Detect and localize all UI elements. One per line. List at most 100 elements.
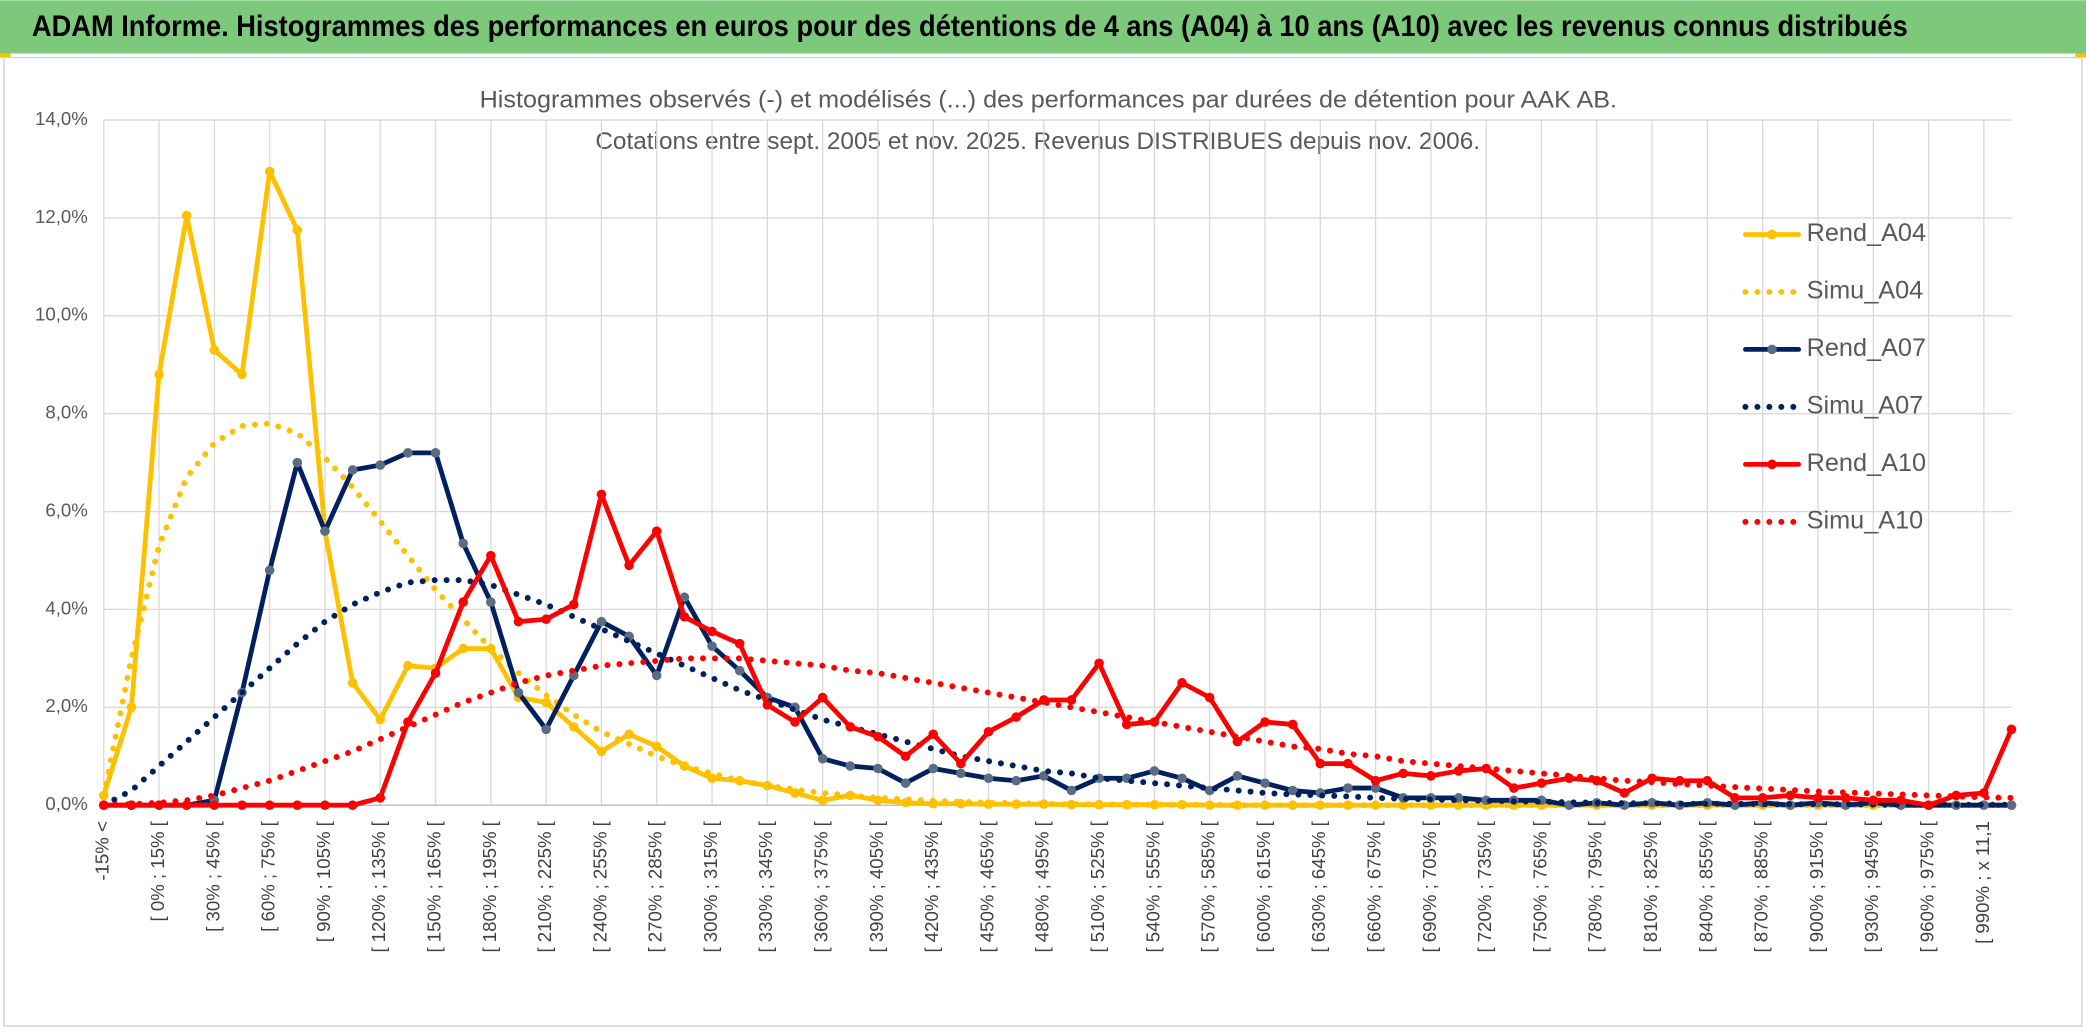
marker [734,638,745,649]
marker [1121,719,1132,730]
x-tick-label: [ 840% ; 855% [ [1695,820,1716,952]
marker [1094,658,1104,669]
observed-line [101,492,2014,808]
marker [1868,795,1879,806]
x-tick-label: [ 570% ; 585% [ [1198,820,1219,952]
marker [707,773,717,784]
marker [568,722,579,732]
marker [956,758,966,769]
marker [1426,771,1436,781]
marker [873,763,883,774]
y-tick-label: 2,0% [45,695,87,716]
marker [928,729,939,740]
legend-label: Simu_A04 [1807,277,1924,305]
y-tick-label: 0,0% [45,793,87,814]
marker [1177,678,1187,688]
x-tick-label: [ 90% ; 105% [ [313,820,334,942]
x-tick-label: [ 690% ; 705% [ [1419,820,1440,952]
marker [264,166,275,177]
x-tick-label: [ 270% ; 285% [ [645,820,666,952]
marker [375,460,386,470]
marker [1923,800,1934,810]
marker [209,800,220,810]
marker [873,731,883,742]
marker [845,722,856,732]
marker [1647,797,1657,808]
x-tick-label: [ 900% ; 915% [ [1806,820,1827,952]
x-tick-label: [ 630% ; 645% [ [1308,820,1329,952]
x-tick-label: [ 930% ; 945% [ [1861,820,1882,952]
marker [375,793,386,803]
marker [1232,771,1243,781]
x-tick-label: [ 990% ; x 11,1 [1972,821,1993,944]
corner [0,53,11,58]
marker [1730,793,1740,803]
marker [679,611,690,622]
marker [679,592,690,602]
marker [486,597,496,607]
marker [651,670,662,681]
marker [900,778,911,788]
marker [541,614,551,625]
marker [1370,775,1381,786]
marker [928,763,939,774]
marker [790,788,800,798]
marker [458,597,468,607]
marker [1315,800,1326,810]
marker [817,753,828,764]
x-tick-label: [ 150% ; 165% [ [423,820,444,952]
marker [154,369,164,380]
marker [734,665,745,676]
x-tick-label: [ 660% ; 675% [ [1364,820,1385,952]
marker [1896,795,1906,806]
marker [237,369,247,380]
marker [1840,793,1851,803]
marker [403,448,413,458]
x-tick-label: [ 450% ; 465% [ [976,820,997,952]
model-line [100,577,2015,809]
marker [1177,773,1187,784]
marker [292,457,303,468]
x-tick-label: [ 510% ; 525% [ [1087,820,1108,952]
marker [2006,800,2017,810]
marker [292,800,303,810]
marker [956,768,966,779]
marker [458,643,468,654]
marker [513,687,524,698]
legend-label: Simu_A10 [1807,506,1924,534]
x-tick-label: [ 60% ; 75% [ [258,820,279,932]
x-tick-label: [ 750% ; 765% [ [1529,820,1550,952]
marker [1260,778,1270,788]
marker [568,599,579,610]
x-tick-label: [ 360% ; 375% [ [811,820,832,952]
marker [1204,692,1215,703]
marker [624,729,634,740]
x-tick-label: [ 330% ; 345% [ [755,820,776,952]
marker [347,800,358,810]
marker [1315,758,1326,769]
y-tick-label: 10,0% [35,304,88,325]
x-tick-label: [ 720% ; 735% [ [1474,820,1495,952]
marker [209,345,220,355]
marker [1066,799,1077,810]
x-tick-label: [ 420% ; 435% [ [921,820,942,952]
x-tick-label: [ 300% ; 315% [ [700,820,721,952]
marker [1398,768,1409,779]
x-tick-label: [ 390% ; 405% [ [866,820,887,952]
marker [430,668,441,678]
marker [375,714,386,725]
marker [1813,793,1823,803]
marker [651,741,662,752]
marker [817,795,828,806]
marker [486,550,496,561]
marker [2006,724,2017,735]
marker [1426,800,1436,810]
x-tick-label: [ 0% ; 15% [ [147,820,168,921]
marker [1011,712,1021,722]
marker [651,526,662,536]
marker [845,761,856,771]
x-tick-label: -15% < [92,821,113,880]
legend-label: Rend_A04 [1807,219,1926,247]
x-tick-label: [ 180% ; 195% [ [479,820,500,952]
